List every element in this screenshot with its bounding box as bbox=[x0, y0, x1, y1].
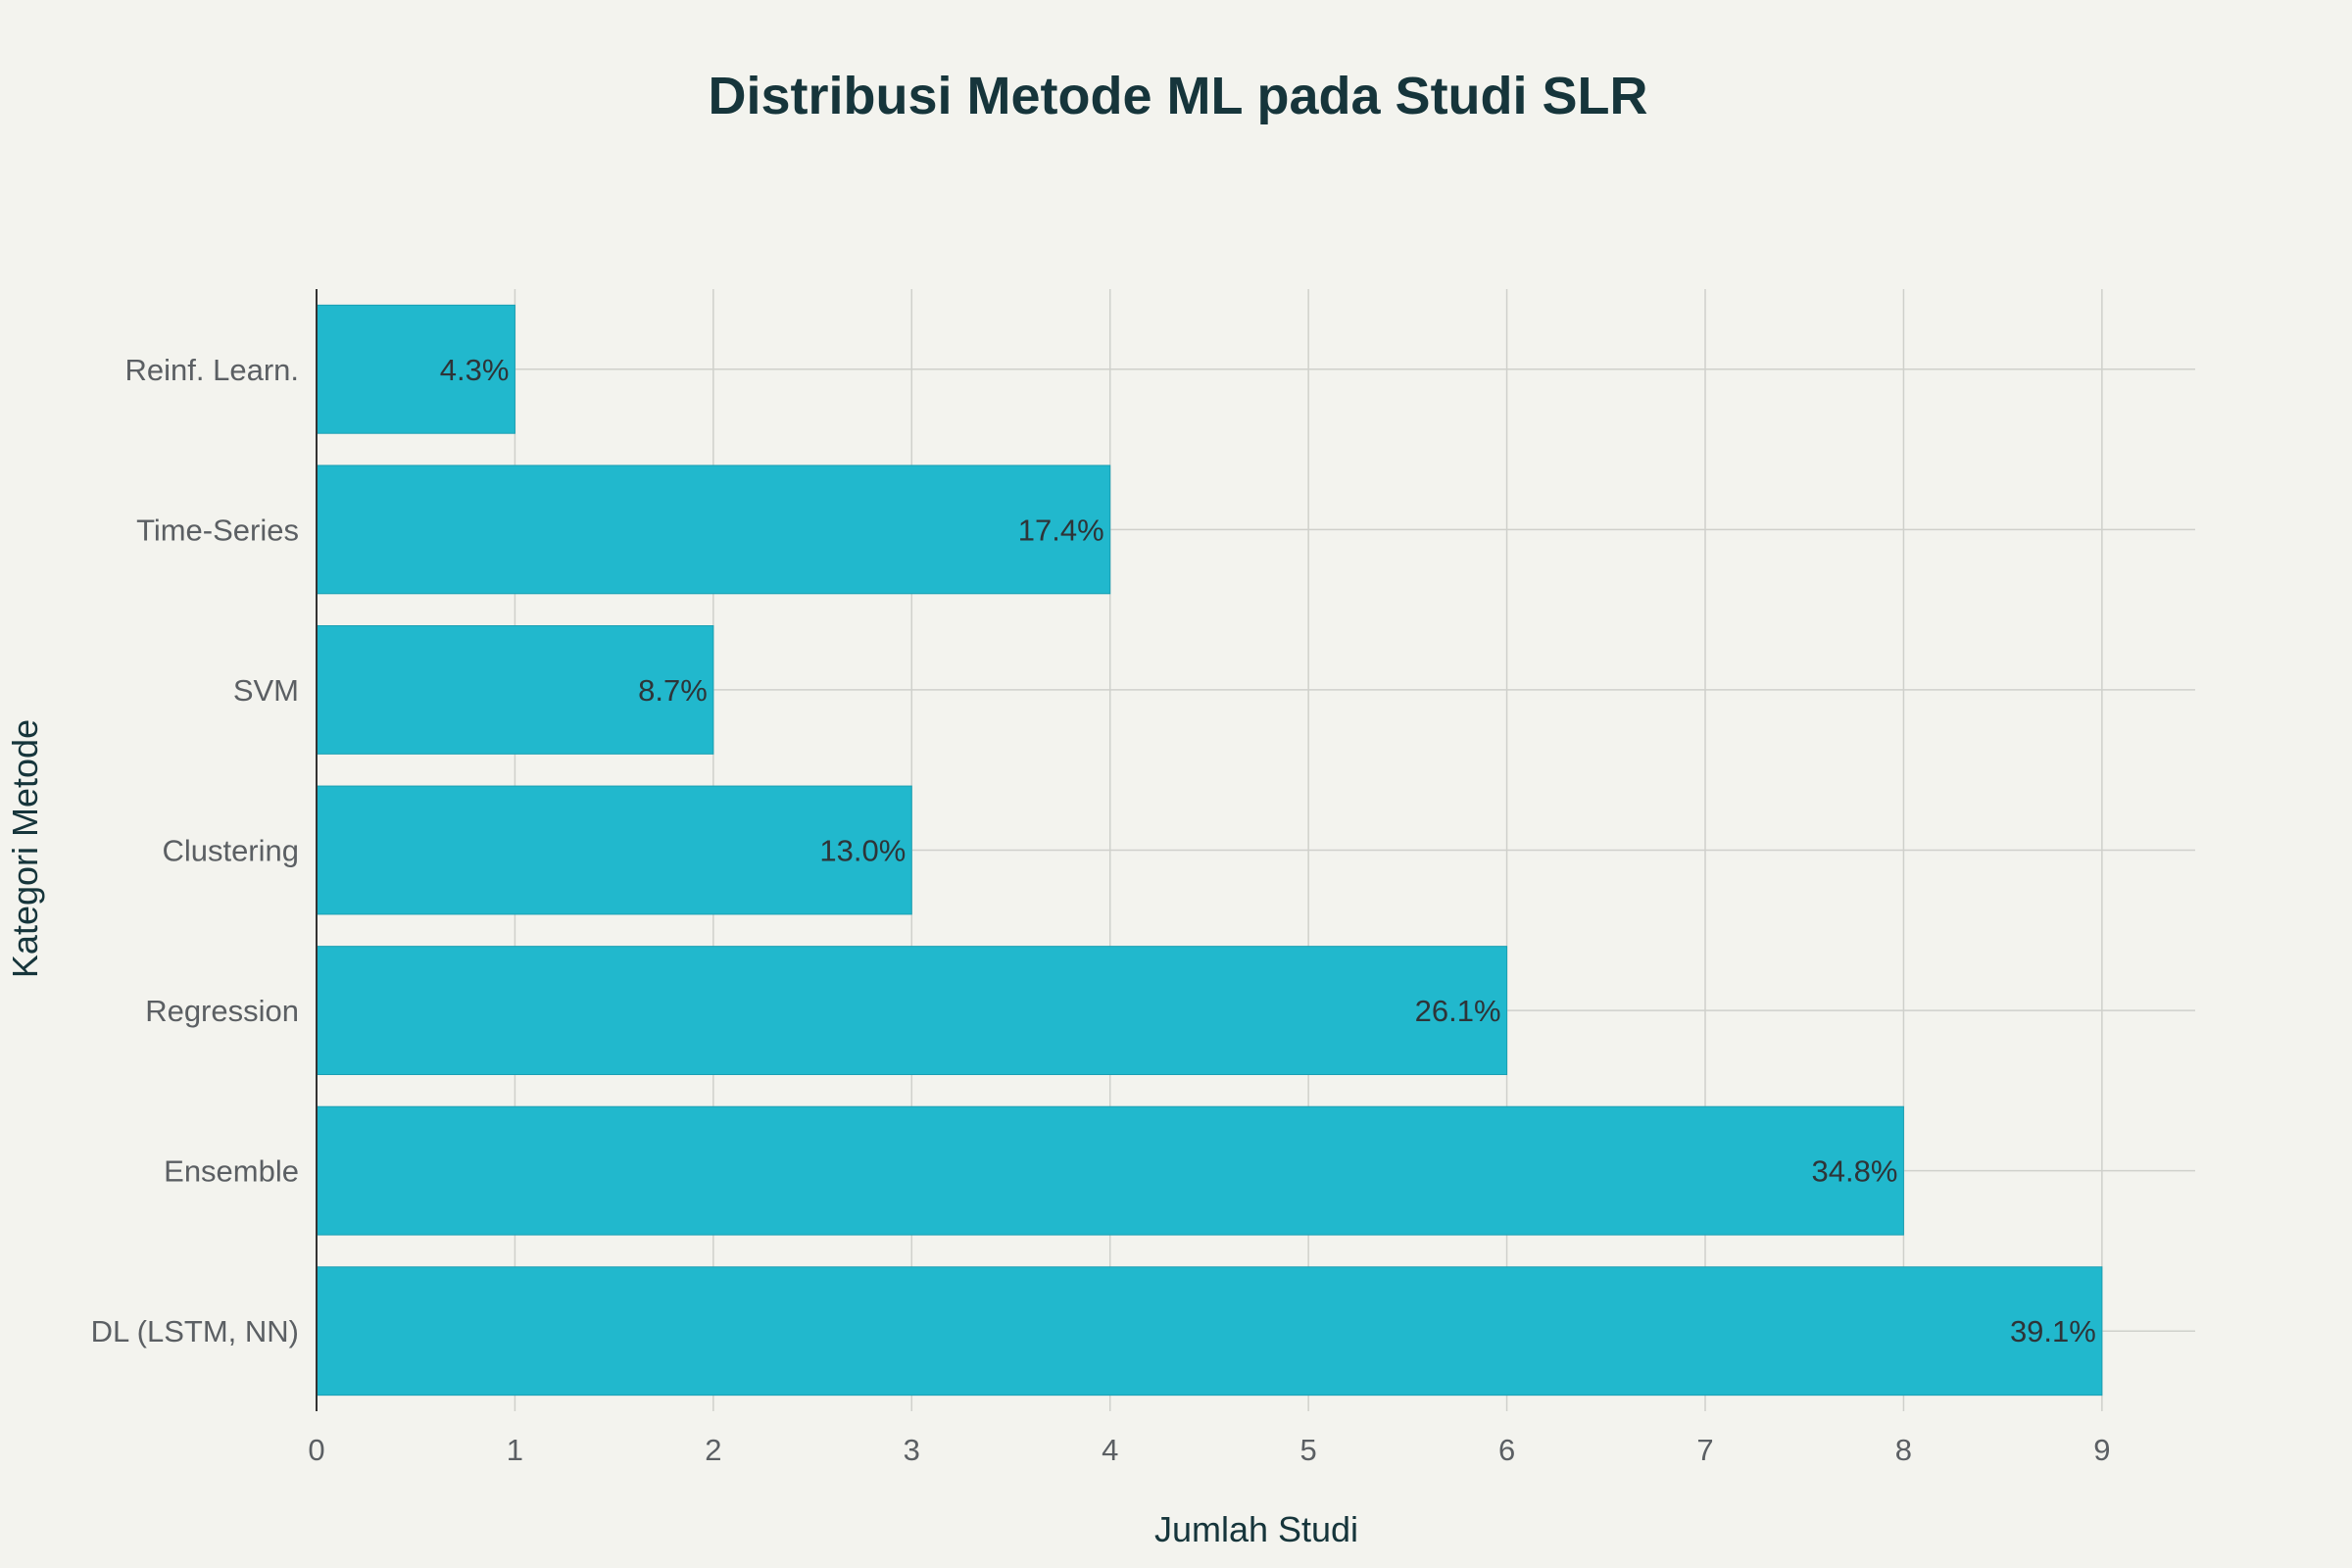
data-label-5: 17.4% bbox=[1018, 513, 1104, 547]
y-tick-label-4: SVM bbox=[233, 673, 299, 708]
x-tick-label-0: 0 bbox=[308, 1433, 324, 1467]
bar-reinf-learn bbox=[316, 304, 515, 434]
y-tick-label-3: Clustering bbox=[162, 834, 299, 868]
x-tick-label-7: 7 bbox=[1696, 1433, 1713, 1467]
bar-ensemble bbox=[316, 1105, 1904, 1236]
bars bbox=[316, 304, 2103, 1396]
chart-title: Distribusi Metode ML pada Studi SLR bbox=[708, 67, 1647, 125]
y-tick-label-0: DL (LSTM, NN) bbox=[91, 1314, 299, 1348]
y-tick-label-5: Time-Series bbox=[136, 513, 299, 547]
x-tick-label-1: 1 bbox=[507, 1433, 523, 1467]
x-axis-ticks: 0 1 2 3 4 5 6 7 8 9 bbox=[308, 1433, 2110, 1467]
bar-clustering bbox=[316, 785, 912, 915]
data-labels: 39.1% 34.8% 26.1% 13.0% 8.7% 17.4% 4.3% bbox=[440, 353, 2096, 1348]
bar-svm bbox=[316, 625, 714, 755]
bar-dl-lstm-nn bbox=[316, 1266, 2103, 1396]
y-axis-title: Kategori Metode bbox=[5, 719, 45, 978]
x-tick-label-3: 3 bbox=[904, 1433, 920, 1467]
bar-regression bbox=[316, 946, 1508, 1076]
bar-time-series bbox=[316, 465, 1111, 595]
x-tick-label-8: 8 bbox=[1895, 1433, 1912, 1467]
y-tick-label-1: Ensemble bbox=[164, 1154, 299, 1189]
y-axis-ticks: DL (LSTM, NN) Ensemble Regression Clusterin… bbox=[91, 353, 299, 1348]
data-label-6: 4.3% bbox=[440, 353, 510, 387]
x-tick-label-4: 4 bbox=[1102, 1433, 1118, 1467]
data-label-2: 26.1% bbox=[1415, 994, 1501, 1028]
data-label-3: 13.0% bbox=[819, 834, 906, 868]
y-tick-label-2: Regression bbox=[145, 994, 299, 1028]
x-axis-title: Jumlah Studi bbox=[1154, 1509, 1358, 1549]
x-tick-label-5: 5 bbox=[1300, 1433, 1317, 1467]
x-tick-label-2: 2 bbox=[705, 1433, 721, 1467]
x-tick-label-6: 6 bbox=[1498, 1433, 1515, 1467]
y-tick-label-6: Reinf. Learn. bbox=[125, 353, 300, 387]
data-label-4: 8.7% bbox=[638, 673, 708, 708]
x-tick-label-9: 9 bbox=[2093, 1433, 2110, 1467]
data-label-1: 34.8% bbox=[1812, 1154, 1898, 1189]
data-label-0: 39.1% bbox=[2010, 1314, 2096, 1348]
